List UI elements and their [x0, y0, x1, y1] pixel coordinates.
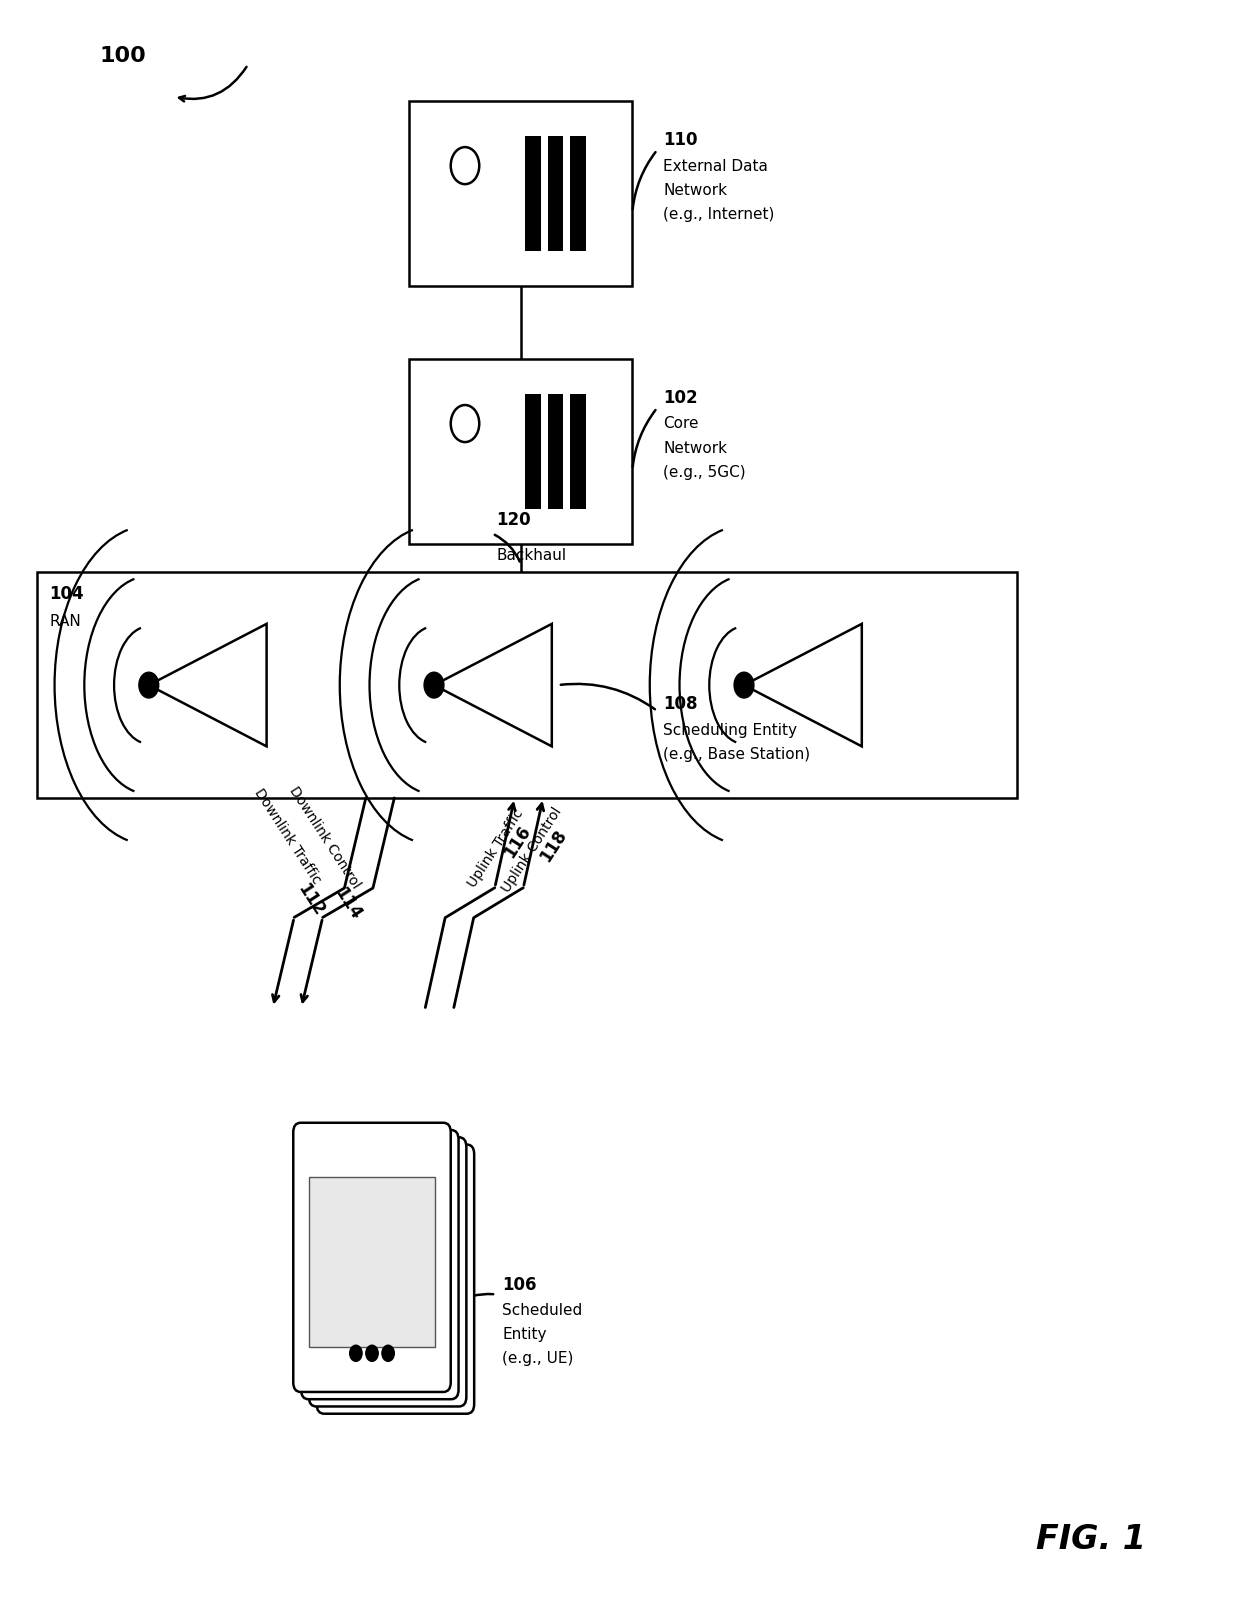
Bar	[526, 393, 541, 509]
Text: Scheduled: Scheduled	[502, 1302, 583, 1319]
Text: Network: Network	[663, 182, 728, 198]
Text: Uplink Traffic: Uplink Traffic	[465, 803, 529, 890]
Text: Backhaul: Backhaul	[496, 548, 567, 563]
Text: 110: 110	[663, 131, 698, 150]
Bar	[570, 393, 585, 509]
Text: 118: 118	[536, 827, 570, 866]
Circle shape	[139, 672, 159, 698]
Text: 108: 108	[663, 695, 698, 714]
Bar	[37, 572, 1017, 798]
Polygon shape	[434, 624, 552, 746]
Text: 104: 104	[50, 585, 84, 603]
Text: 116: 116	[500, 822, 534, 861]
Bar	[570, 135, 585, 251]
Text: 120: 120	[496, 511, 531, 529]
Text: Uplink Control: Uplink Control	[500, 801, 567, 895]
Polygon shape	[149, 624, 267, 746]
Circle shape	[366, 1344, 378, 1361]
FancyBboxPatch shape	[293, 1122, 451, 1391]
Text: 112: 112	[294, 880, 327, 919]
Text: Downlink Control: Downlink Control	[286, 783, 365, 895]
Bar	[548, 135, 563, 251]
Bar	[310, 1177, 434, 1348]
Text: Downlink Traffic: Downlink Traffic	[250, 785, 326, 890]
Text: RAN: RAN	[50, 614, 82, 629]
Text: (e.g., Internet): (e.g., Internet)	[663, 206, 775, 222]
Text: Network: Network	[663, 440, 728, 456]
Text: (e.g., Base Station): (e.g., Base Station)	[663, 746, 811, 762]
Circle shape	[350, 1344, 362, 1361]
Bar	[548, 393, 563, 509]
Text: 100: 100	[99, 47, 146, 66]
FancyBboxPatch shape	[301, 1130, 459, 1399]
Text: (e.g., 5GC): (e.g., 5GC)	[663, 464, 746, 480]
Text: Core: Core	[663, 416, 699, 432]
Text: 102: 102	[663, 388, 698, 408]
Bar	[409, 100, 632, 285]
Text: Scheduling Entity: Scheduling Entity	[663, 722, 797, 738]
Text: FIG. 1: FIG. 1	[1037, 1523, 1146, 1556]
Circle shape	[734, 672, 754, 698]
FancyBboxPatch shape	[316, 1145, 474, 1414]
Polygon shape	[744, 624, 862, 746]
Text: 106: 106	[502, 1275, 537, 1294]
Circle shape	[382, 1344, 394, 1361]
Bar	[409, 359, 632, 545]
Bar	[526, 135, 541, 251]
Text: (e.g., UE): (e.g., UE)	[502, 1351, 574, 1367]
Text: Entity: Entity	[502, 1327, 547, 1343]
Text: External Data: External Data	[663, 158, 769, 174]
Text: 114: 114	[331, 885, 365, 924]
Circle shape	[424, 672, 444, 698]
FancyBboxPatch shape	[309, 1138, 466, 1406]
